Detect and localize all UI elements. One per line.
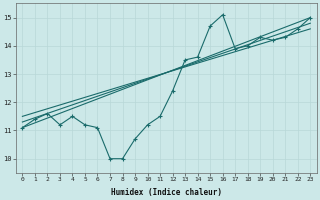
X-axis label: Humidex (Indice chaleur): Humidex (Indice chaleur) xyxy=(111,188,222,197)
